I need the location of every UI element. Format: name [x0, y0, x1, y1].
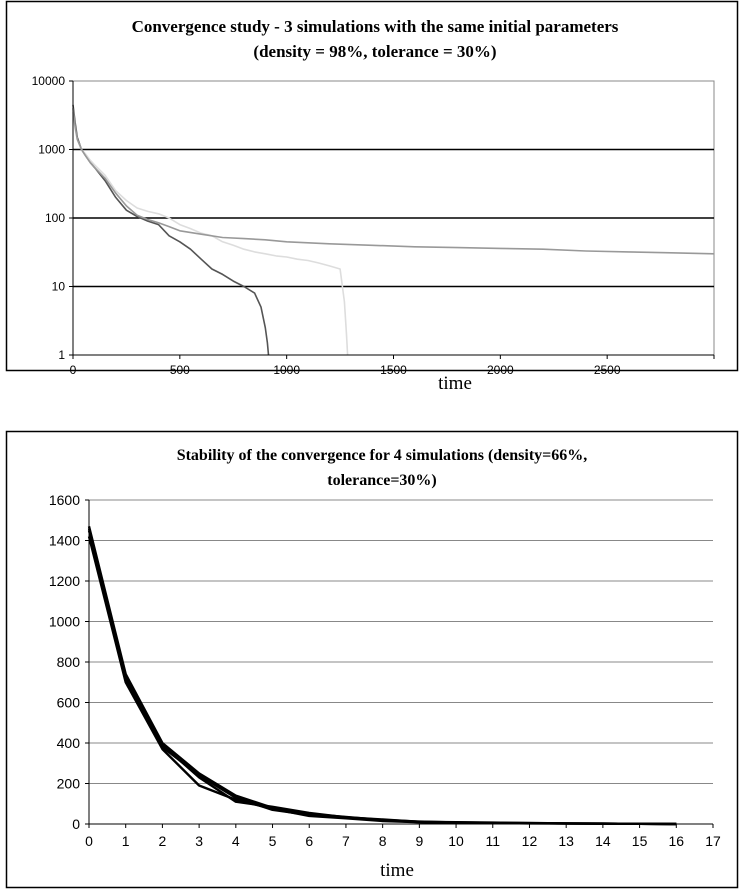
chart1-y-tick-label: 100: [45, 211, 65, 225]
chart2-title-line1: Stability of the convergence for 4 simul…: [177, 447, 588, 464]
chart2-gridlines: [89, 499, 713, 784]
chart2-y-tick-label: 600: [57, 695, 81, 711]
chart2-frame: [5, 430, 739, 889]
chart2-x-tick-label: 13: [558, 833, 574, 849]
chart1-x-tick-label: 2000: [487, 363, 514, 377]
chart2-x-tick-label: 17: [705, 833, 721, 849]
chart1-y-tick-label: 10000: [32, 74, 66, 88]
chart2-series-line-4: [87, 528, 677, 826]
chart2-x-tick-label: 1: [122, 833, 130, 849]
chart2-y-tick-label: 1600: [49, 492, 80, 508]
chart1-series-line-3: [72, 108, 715, 255]
chart2-y-tick-label: 1000: [49, 614, 80, 630]
chart1-axes: 1 10 100 1000 10000 0 500 1000 1500 2000 2500: [32, 74, 715, 377]
chart2-x-tick-label: 6: [305, 833, 313, 849]
chart2-x-tick-label: 4: [232, 833, 240, 849]
chart2-x-tick-label: 10: [448, 833, 464, 849]
chart2-x-tick-label: 12: [522, 833, 538, 849]
chart1-x-tick-label: 1000: [273, 363, 300, 377]
chart1-x-tick-label: 2500: [594, 363, 621, 377]
chart2-x-tick-label: 5: [269, 833, 277, 849]
chart1-gridlines: [73, 148, 714, 288]
chart1-y-tick-label: 1: [58, 348, 65, 362]
chart2-x-tick-label: 16: [669, 833, 685, 849]
chart2-x-tick-label: 9: [415, 833, 423, 849]
chart2-y-tick-label: 1400: [49, 533, 80, 549]
chart2-x-tick-label: 11: [485, 833, 500, 849]
chart1-y-tick-label: 10: [52, 280, 66, 294]
chart2-x-tick-label: 7: [342, 833, 350, 849]
chart2-x-tick-label: 14: [595, 833, 611, 849]
chart1-x-tick-label: 1500: [380, 363, 407, 377]
convergence-study-chart: Convergence study - 3 simulations with t…: [5, 0, 739, 394]
chart2-xlabel: time: [380, 860, 414, 881]
chart2-x-tick-label: 3: [195, 833, 203, 849]
chart2-y-tick-label: 0: [72, 816, 80, 832]
chart2-title-line2: tolerance=30%): [327, 472, 437, 489]
chart2-y-tick-label: 200: [57, 776, 81, 792]
chart2-y-tick-label: 800: [57, 654, 81, 670]
chart2-y-tick-label: 1200: [49, 573, 80, 589]
chart1-title-line1: Convergence study - 3 simulations with t…: [132, 17, 619, 36]
chart1-series-group: [72, 104, 715, 356]
chart2-x-tick-label: 0: [85, 833, 93, 849]
chart1-y-tick-label: 1000: [38, 143, 65, 157]
chart2-x-tick-label: 2: [159, 833, 167, 849]
chart1-x-tick-label: 0: [70, 363, 77, 377]
chart1-title-line2: (density = 98%, tolerance = 30%): [253, 42, 496, 61]
chart1-x-tick-label: 500: [170, 363, 190, 377]
chart2-y-tick-label: 400: [57, 735, 81, 751]
chart1-series-line-2: [72, 112, 349, 356]
chart1-xlabel: time: [438, 373, 472, 394]
chart2-x-tick-label: 8: [379, 833, 387, 849]
stability-chart: Stability of the convergence for 4 simul…: [5, 430, 739, 889]
chart2-x-tick-label: 15: [632, 833, 648, 849]
